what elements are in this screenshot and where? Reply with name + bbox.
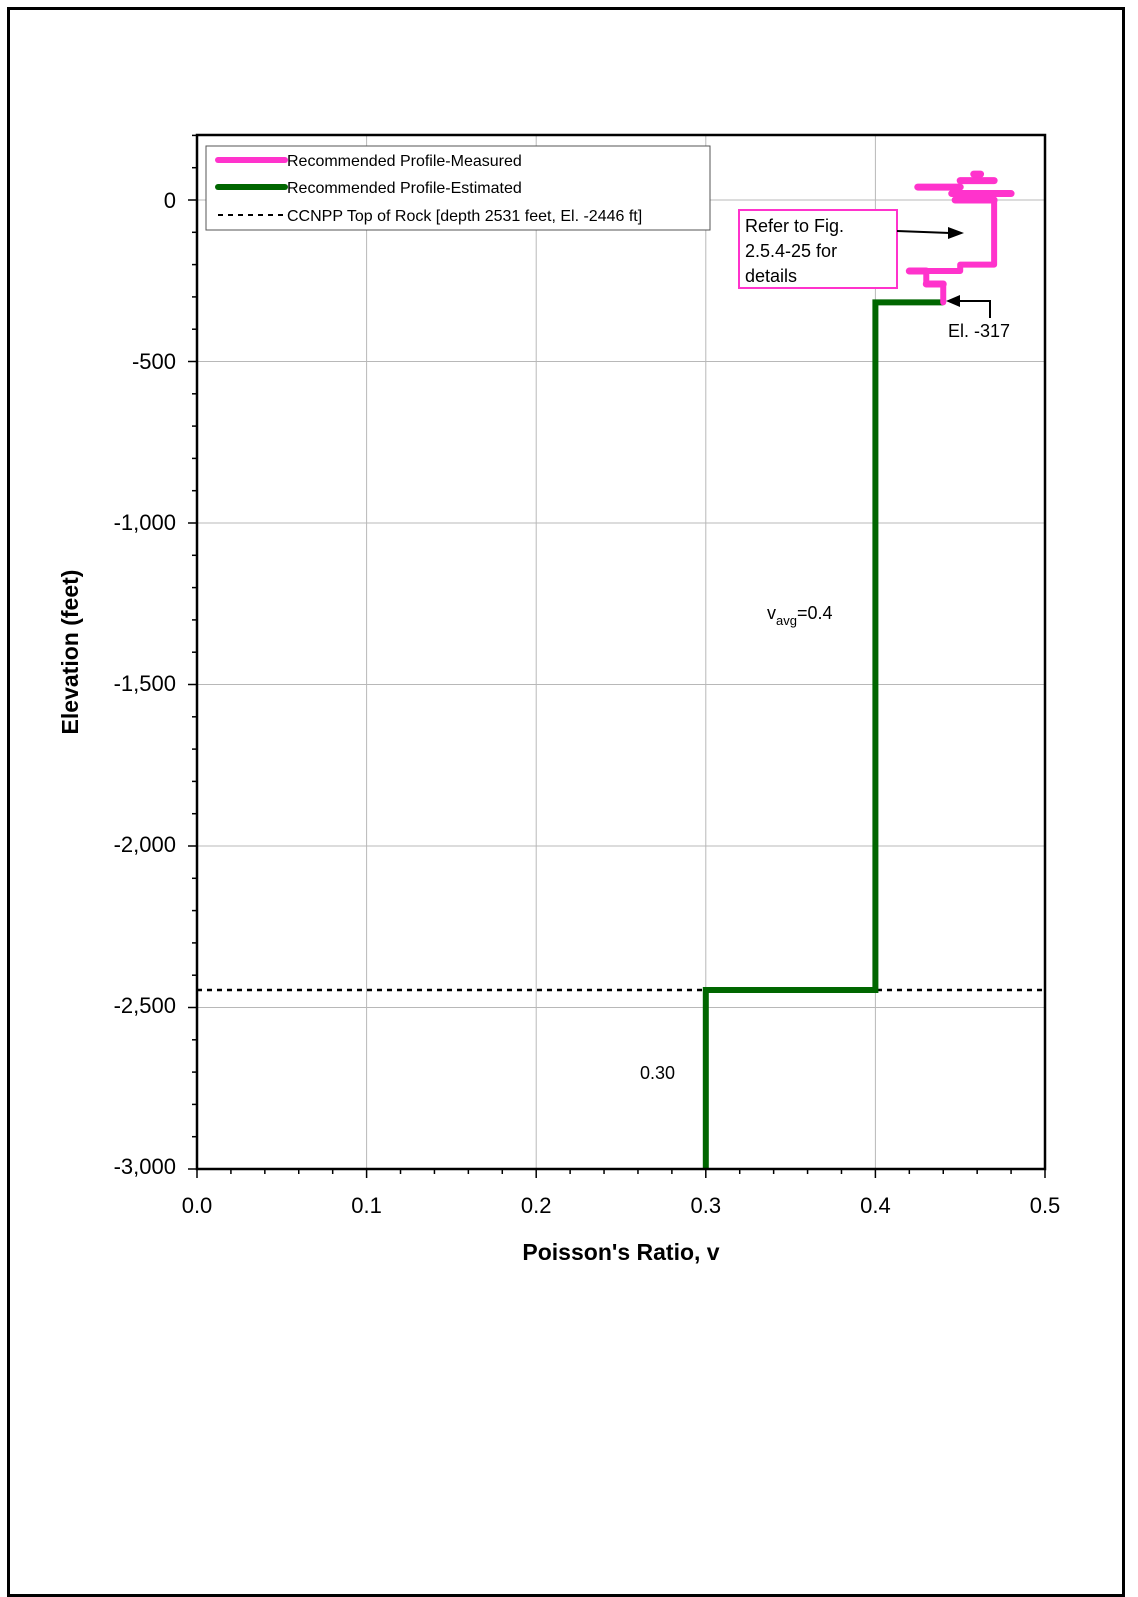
plot-border [195, 133, 1047, 1171]
x-tick-label: 0.4 [860, 1193, 891, 1218]
vavg-base: v [767, 603, 776, 623]
y-tick-label: -1,500 [114, 671, 176, 696]
el-arrow-line [960, 300, 991, 318]
legend-label-estimated: Recommended Profile-Estimated [287, 180, 522, 197]
x-tick-label: 0.5 [1030, 1193, 1061, 1218]
x-tick-labels: 0.0 0.1 0.2 0.3 0.4 0.5 [182, 1193, 1061, 1218]
refer-text-line3: details [745, 266, 797, 286]
estimated-profile-line [702, 299, 944, 1169]
y-tick-label: -1,000 [114, 510, 176, 535]
ticks [188, 134, 1046, 1178]
refer-arrowhead-icon [948, 227, 964, 239]
el-label: El. -317 [948, 321, 1010, 341]
legend-box [205, 145, 711, 231]
series-layer [197, 170, 1045, 1169]
legend-label-measured: Recommended Profile-Measured [287, 153, 522, 170]
vavg-subscript: avg [776, 613, 797, 628]
y-axis-title: Elevation (feet) [57, 570, 83, 735]
vavg-value: =0.4 [797, 603, 833, 623]
x-tick-label: 0.2 [521, 1193, 552, 1218]
legend-label-rock: CCNPP Top of Rock [depth 2531 feet, El. … [287, 208, 642, 225]
el-arrowhead-icon [946, 295, 960, 307]
x-axis-title: Poisson's Ratio, v [522, 1239, 719, 1265]
refer-text-line2: 2.5.4-25 for [745, 241, 837, 261]
low-value-label: 0.30 [640, 1063, 675, 1083]
y-tick-label: -500 [132, 349, 176, 374]
plot-area [197, 135, 1045, 1169]
x-tick-label: 0.1 [351, 1193, 382, 1218]
y-tick-labels: 0 -500 -1,000 -1,500 -2,000 -2,500 -3,00… [114, 188, 176, 1179]
vavg-label: vavg=0.4 [767, 603, 833, 628]
refer-text-line1: Refer to Fig. [745, 216, 844, 236]
refer-box [738, 209, 898, 289]
y-tick-label: -3,000 [114, 1154, 176, 1179]
x-tick-label: 0.3 [691, 1193, 722, 1218]
x-tick-label: 0.0 [182, 1193, 213, 1218]
y-tick-label: -2,500 [114, 993, 176, 1018]
y-tick-label: 0 [164, 188, 176, 213]
y-tick-label: -2,000 [114, 832, 176, 857]
refer-arrow-line [896, 230, 951, 234]
